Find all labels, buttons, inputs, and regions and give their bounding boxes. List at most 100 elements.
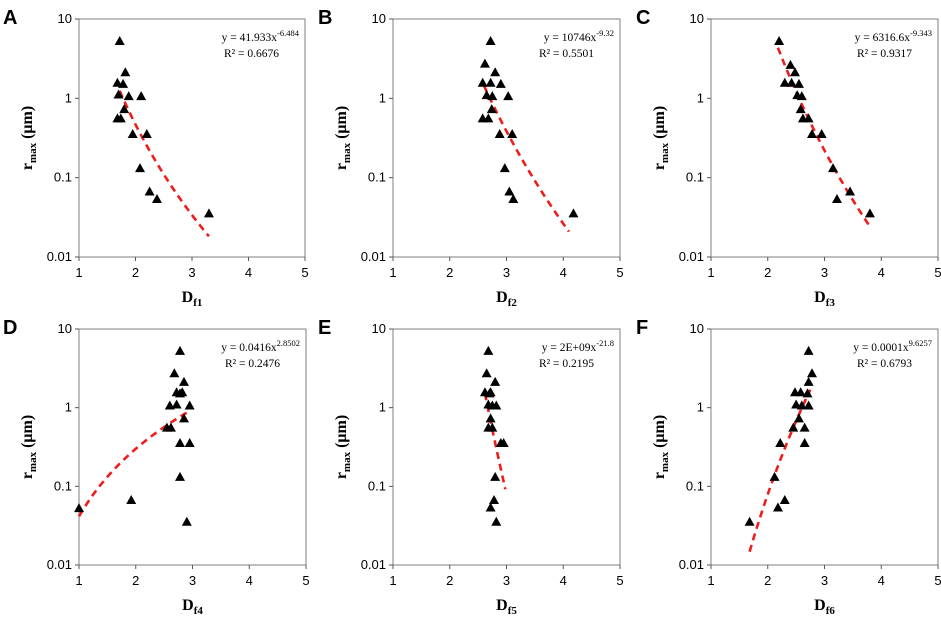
data-point [486,104,497,114]
data-point [136,91,147,101]
x-tick-label: 1 [707,573,714,588]
x-tick-label: 2 [132,265,139,280]
data-point [769,471,780,481]
x-tick-label: 5 [616,573,623,588]
data-point [175,345,186,355]
x-axis-label: Df6 [814,597,835,617]
y-axis-label-unit: (μm) [333,415,350,452]
data-point [483,113,494,123]
data-point [568,208,579,218]
fit-r-squared: R² = 0.6676 [224,48,279,60]
data-point [484,388,495,398]
fit-equation-exponent: -21.8 [596,338,614,348]
y-axis-label: rmax (μm) [333,106,353,170]
data-point [507,129,518,139]
data-point [744,516,755,526]
fit-r-squared: R² = 0.2195 [539,358,594,370]
y-tick-label: 0.1 [686,170,704,185]
data-point [120,67,131,77]
fit-equation-exponent: 9.6257 [909,338,932,348]
panel-letter: D [3,317,17,339]
data-point [184,438,195,448]
y-tick-label: 10 [690,321,704,336]
data-point [113,89,124,99]
data-point [816,129,827,139]
x-axis-label: Df2 [496,289,517,309]
data-point [495,78,506,88]
x-tick-label: 4 [560,573,567,588]
x-tick-label: 1 [389,573,396,588]
y-axis-label: rmax (μm) [333,415,353,479]
x-axis-label: Df3 [814,289,835,309]
data-point [151,194,162,204]
y-tick-label: 0.01 [679,557,704,572]
data-point [796,91,807,101]
panel-letter: E [318,317,331,339]
x-axis-label-main: D [814,289,826,306]
data-point [175,471,186,481]
panel-d: D 0.01 0.1 1 10 1 2 3 4 5 Df4 rmax (μm) y = 0.0416x2… [3,317,310,617]
x-axis-label-sub: f1 [193,297,202,309]
data-point [178,376,189,386]
y-tick-label: 0.01 [361,249,386,264]
panel-f: F 0.01 0.1 1 10 1 2 3 4 5 Df6 rmax (μm) y = 0.0001x9… [636,317,941,617]
trend-line [483,393,507,490]
data-point [126,495,137,505]
data-point [807,368,818,378]
x-axis-label-main: D [496,597,508,614]
x-tick-label: 1 [75,573,82,588]
data-point [786,77,797,87]
x-axis-label-sub: f3 [826,297,836,309]
fit-equation-prefix: y = 2E+09x [542,342,597,354]
panel-letter: C [636,7,650,29]
data-point [491,400,502,410]
y-axis-label-sub: max [659,451,671,472]
data-point [489,495,500,505]
fit-equation-exponent: -6.484 [277,28,300,38]
data-point [504,186,515,196]
x-tick-label: 3 [188,265,195,280]
x-axis-label: Df1 [182,289,203,309]
data-point [498,438,509,448]
x-axis-label-main: D [182,597,194,614]
y-tick-label: 1 [65,400,72,415]
data-point [796,400,807,410]
y-axis-label-unit: (μm) [651,106,668,143]
data-point [828,163,839,173]
fit-equation-exponent: -9.343 [910,28,932,38]
data-point [789,67,800,77]
data-point [774,36,785,46]
data-point [807,129,818,139]
x-tick-label: 3 [503,573,510,588]
data-point [487,422,498,432]
data-point [490,471,501,481]
data-point [135,163,146,173]
data-point [485,36,496,46]
x-tick-label: 3 [821,573,828,588]
x-axis-label-main: D [496,289,508,306]
x-tick-label: 4 [245,265,252,280]
fit-equation: y = 2E+09x-21.8 [542,338,614,354]
data-point [178,413,189,423]
data-point [184,400,195,410]
y-axis-label-unit: (μm) [19,106,36,143]
x-tick-label: 5 [301,265,308,280]
y-axis-label-sub: max [27,142,39,163]
x-tick-label: 3 [189,573,196,588]
data-point [802,388,813,398]
trend-line [77,409,191,517]
x-tick-label: 4 [560,265,567,280]
panel-b: B 0.01 0.1 1 10 1 2 3 4 5 Df2 rmax (μm) y = 10746x-9… [318,7,624,309]
data-point [487,91,498,101]
fit-equation-prefix: y = 41.933x [222,32,278,44]
x-tick-label: 2 [446,265,453,280]
x-axis-label-sub: f4 [194,605,204,617]
y-axis-label-main: r [333,163,350,170]
x-tick-label: 2 [764,265,771,280]
y-tick-label: 10 [58,321,72,336]
data-point [799,438,810,448]
data-point [118,78,129,88]
y-tick-label: 1 [65,90,72,105]
data-point [772,502,783,512]
data-point [175,388,186,398]
